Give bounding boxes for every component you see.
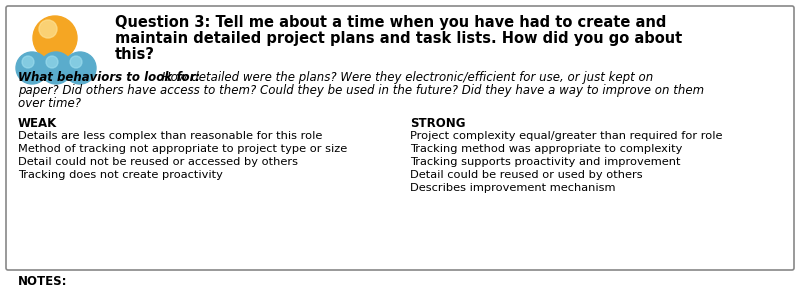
Text: Detail could be reused or used by others: Detail could be reused or used by others (410, 170, 642, 180)
Text: Detail could not be reused or accessed by others: Detail could not be reused or accessed b… (18, 157, 298, 167)
FancyBboxPatch shape (6, 6, 794, 270)
Circle shape (16, 52, 48, 84)
Circle shape (33, 16, 77, 60)
Text: How detailed were the plans? Were they electronic/efficient for use, or just kep: How detailed were the plans? Were they e… (158, 71, 654, 84)
Text: maintain detailed project plans and task lists. How did you go about: maintain detailed project plans and task… (115, 31, 682, 46)
Circle shape (39, 20, 57, 38)
Text: STRONG: STRONG (410, 117, 466, 130)
Text: Method of tracking not appropriate to project type or size: Method of tracking not appropriate to pr… (18, 144, 347, 154)
Text: Tracking supports proactivity and improvement: Tracking supports proactivity and improv… (410, 157, 681, 167)
Text: Details are less complex than reasonable for this role: Details are less complex than reasonable… (18, 131, 322, 141)
Text: paper? Did others have access to them? Could they be used in the future? Did the: paper? Did others have access to them? C… (18, 84, 704, 97)
Circle shape (64, 52, 96, 84)
Text: Project complexity equal/greater than required for role: Project complexity equal/greater than re… (410, 131, 722, 141)
Circle shape (46, 56, 58, 68)
Text: What behaviors to look for:: What behaviors to look for: (18, 71, 200, 84)
Text: WEAK: WEAK (18, 117, 58, 130)
Text: this?: this? (115, 47, 155, 62)
Circle shape (22, 56, 34, 68)
Text: Tracking does not create proactivity: Tracking does not create proactivity (18, 170, 223, 180)
Text: Describes improvement mechanism: Describes improvement mechanism (410, 183, 615, 193)
Text: NOTES:: NOTES: (18, 275, 67, 288)
Text: Tracking method was appropriate to complexity: Tracking method was appropriate to compl… (410, 144, 682, 154)
Text: over time?: over time? (18, 97, 81, 110)
Circle shape (70, 56, 82, 68)
Text: Question 3: Tell me about a time when you have had to create and: Question 3: Tell me about a time when yo… (115, 15, 666, 30)
Circle shape (40, 52, 72, 84)
